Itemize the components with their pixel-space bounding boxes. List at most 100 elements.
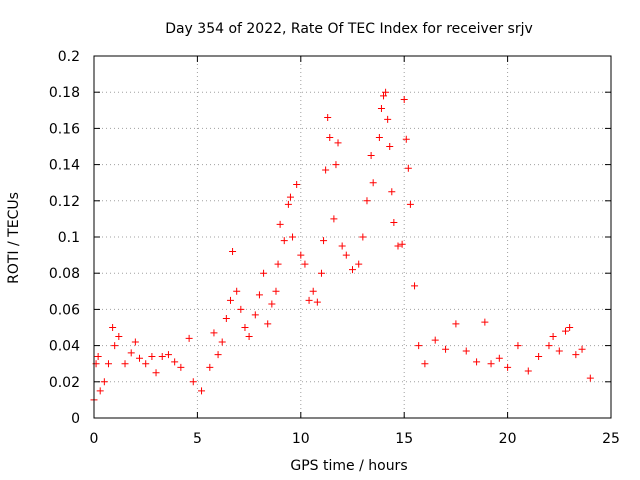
data-point [330, 215, 338, 223]
y-tick-label: 0.04 [49, 339, 80, 355]
data-point [402, 135, 410, 143]
data-point [562, 327, 570, 335]
data-point [380, 92, 388, 100]
data-point [411, 282, 419, 290]
x-tick-label: 25 [602, 431, 620, 447]
data-point [280, 237, 288, 245]
data-point [115, 333, 123, 341]
chart-title: Day 354 of 2022, Rate Of TEC Index for r… [165, 21, 533, 37]
data-point [274, 260, 282, 268]
data-point [289, 233, 297, 241]
data-point [135, 354, 143, 362]
data-point [442, 345, 450, 353]
data-point [524, 367, 532, 375]
data-point [264, 320, 272, 328]
data-point [322, 166, 330, 174]
data-point [268, 300, 276, 308]
y-tick-label: 0.14 [49, 158, 80, 174]
y-tick-label: 0.18 [49, 85, 80, 101]
data-point [104, 360, 112, 368]
data-point [260, 269, 268, 277]
data-point [127, 349, 135, 357]
data-point [206, 363, 214, 371]
data-point [148, 352, 156, 360]
data-point [487, 360, 495, 368]
data-point [394, 242, 402, 250]
data-point [377, 104, 385, 112]
data-point [255, 291, 263, 299]
x-tick-label: 15 [395, 431, 413, 447]
data-point [94, 352, 102, 360]
data-point [297, 251, 305, 259]
data-point [245, 333, 253, 341]
data-point [338, 242, 346, 250]
data-markers [90, 88, 594, 404]
data-point [355, 260, 363, 268]
data-point [578, 345, 586, 353]
data-point [305, 296, 313, 304]
data-point [229, 247, 237, 255]
data-point [384, 115, 392, 123]
data-point [504, 363, 512, 371]
data-point [369, 179, 377, 187]
data-point [334, 139, 342, 147]
data-point [284, 200, 292, 208]
x-tick-label: 0 [90, 431, 99, 447]
data-point [111, 342, 119, 350]
y-tick-label: 0.16 [49, 121, 80, 137]
data-point [386, 143, 394, 150]
y-tick-label: 0.12 [49, 194, 80, 210]
data-point [452, 320, 460, 328]
x-tick-label: 20 [499, 431, 517, 447]
axis-ticks [93, 55, 612, 419]
y-tick-label: 0.1 [58, 230, 80, 246]
data-point [586, 374, 594, 382]
x-tick-label: 5 [193, 431, 202, 447]
x-axis-label: GPS time / hours [290, 458, 407, 474]
data-point [363, 197, 371, 205]
data-point [218, 338, 226, 346]
data-point [406, 200, 414, 208]
data-point [222, 314, 230, 322]
data-point [388, 188, 396, 196]
data-point [359, 233, 367, 241]
data-point [555, 347, 563, 355]
x-tick-label: 10 [292, 431, 310, 447]
y-tick-label: 0.2 [58, 49, 80, 65]
y-tick-labels: 0 0.02 0.04 0.06 0.08 0.1 0.12 0.14 0.16 0.18 0.2 [49, 49, 80, 427]
y-tick-label: 0 [71, 411, 80, 427]
data-point [100, 378, 108, 386]
data-point [152, 369, 160, 377]
data-point [142, 360, 150, 368]
data-point [375, 133, 383, 141]
data-point [367, 152, 375, 160]
data-point [545, 342, 553, 350]
data-point [189, 378, 197, 386]
data-point [324, 114, 332, 122]
data-point [96, 387, 104, 395]
data-point [462, 347, 470, 355]
data-point [390, 219, 398, 227]
data-point [210, 329, 218, 337]
data-point [431, 336, 439, 344]
data-point [109, 324, 117, 331]
data-point [382, 88, 390, 96]
y-tick-label: 0.08 [49, 266, 80, 282]
data-point [293, 181, 301, 189]
data-point [421, 360, 429, 368]
data-point [237, 305, 245, 313]
data-point [400, 95, 408, 103]
data-point [320, 237, 328, 245]
data-point [286, 193, 294, 201]
data-point [251, 311, 259, 319]
data-point [549, 333, 557, 341]
data-point [164, 351, 172, 359]
data-point [233, 287, 241, 295]
data-point [535, 352, 543, 360]
data-point [342, 251, 350, 259]
data-point [317, 269, 325, 277]
y-tick-label: 0.06 [49, 302, 80, 318]
data-point [241, 324, 249, 331]
data-point [481, 318, 489, 326]
